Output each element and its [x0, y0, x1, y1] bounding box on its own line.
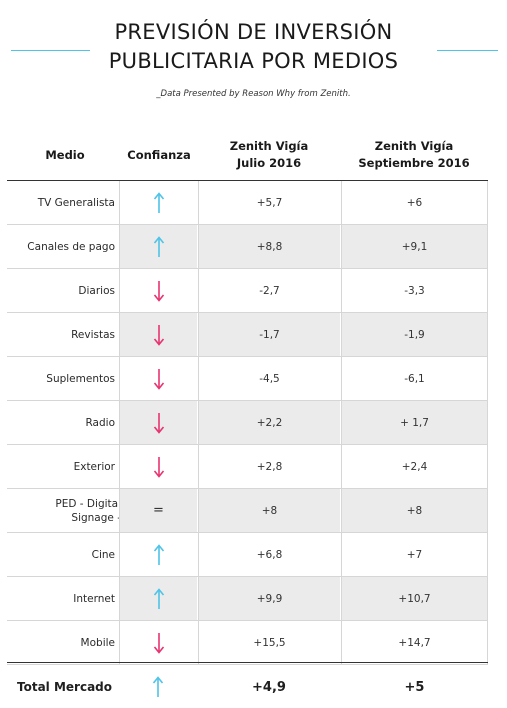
row-septiembre-value: +14,7 [341, 621, 488, 664]
row-trend-cell [119, 621, 197, 664]
page-title-line2: PUBLICITARIA POR MEDIOS [108, 49, 399, 73]
row-trend-cell [119, 445, 197, 488]
header-julio-line1: Zenith Vigía [229, 139, 309, 153]
row-julio-value: -4,5 [198, 357, 340, 400]
row-septiembre-value: -6,1 [341, 357, 488, 400]
row-medio: Exterior [73, 460, 115, 473]
row-trend-cell: = [119, 489, 197, 532]
header-medio: Medio [45, 148, 85, 162]
header-septiembre: Zenith Vigía Septiembre 2016 [342, 138, 486, 172]
arrow-up-icon [153, 543, 164, 565]
row-septiembre-value: +10,7 [341, 577, 488, 620]
row-septiembre-value: +9,1 [341, 225, 488, 268]
row-julio-value: +9,9 [198, 577, 340, 620]
row-medio: Mobile [80, 636, 115, 649]
row-septiembre-value: -1,9 [341, 313, 488, 356]
table-row: Exterior +2,8 +2,4 [7, 445, 488, 489]
header-confianza: Confianza [127, 148, 191, 162]
row-trend-cell [119, 225, 197, 268]
row-trend-cell [119, 533, 197, 576]
row-medio: Radio [85, 416, 115, 429]
row-trend-cell [119, 313, 197, 356]
row-julio-value: +8 [198, 489, 340, 532]
table-row: Internet +9,9 +10,7 [7, 577, 488, 621]
row-trend-cell [119, 181, 197, 224]
title-rule-right [437, 50, 498, 51]
arrow-up-icon [152, 676, 164, 697]
arrow-down-icon [153, 412, 164, 434]
table-row: Diarios -2,7 -3,3 [7, 269, 488, 313]
row-medio: Diarios [78, 284, 115, 297]
table-row: PED - Digital Signage - = +8 +8 [7, 489, 488, 533]
table-row: Suplementos -4,5 -6,1 [7, 357, 488, 401]
arrow-down-icon [153, 632, 164, 654]
total-trend-cell [119, 668, 197, 706]
table-row: Cine +6,8 +7 [7, 533, 488, 577]
row-septiembre-value: +6 [341, 181, 488, 224]
row-medio: Suplementos [46, 372, 115, 385]
row-septiembre-value: -3,3 [341, 269, 488, 312]
header-julio: Zenith Vigía Julio 2016 [198, 138, 340, 172]
table-row: Revistas -1,7 -1,9 [7, 313, 488, 357]
arrow-up-icon [153, 587, 164, 609]
row-septiembre-value: +2,4 [341, 445, 488, 488]
row-julio-value: +6,8 [198, 533, 340, 576]
title-block: PREVISIÓN DE INVERSIÓN PUBLICITARIA POR … [0, 18, 507, 76]
row-julio-value: +15,5 [198, 621, 340, 664]
arrow-up-icon [153, 191, 164, 213]
header-julio-line2: Julio 2016 [236, 156, 302, 170]
row-medio: PED - Digital Signage - [55, 497, 121, 524]
row-julio-value: -2,7 [198, 269, 340, 312]
header-sept-line1: Zenith Vigía [374, 139, 454, 153]
row-medio: Revistas [71, 328, 115, 341]
row-julio-value: +2,8 [198, 445, 340, 488]
title-rule-left [11, 50, 90, 51]
table-row: Canales de pago +8,8 +9,1 [7, 225, 488, 269]
source-subtitle: _Data Presented by Reason Why from Zenit… [156, 89, 351, 99]
arrow-up-icon [153, 235, 164, 257]
total-label: Total Mercado [17, 680, 113, 694]
total-julio: +4,9 [252, 679, 286, 695]
table-row: TV Generalista +5,7 +6 [7, 181, 488, 225]
row-septiembre-value: +7 [341, 533, 488, 576]
row-medio: Cine [91, 548, 115, 561]
arrow-down-icon [153, 280, 164, 302]
forecast-table: TV Generalista +5,7 +6 Canales de pago +8,8 +… [7, 181, 488, 665]
total-row: Total Mercado +4,9 +5 [7, 668, 488, 706]
page-title-line1: PREVISIÓN DE INVERSIÓN [114, 20, 393, 44]
row-julio-value: +2,2 [198, 401, 340, 444]
equal-icon: = [153, 503, 164, 518]
row-julio-value: -1,7 [198, 313, 340, 356]
row-trend-cell [119, 401, 197, 444]
row-septiembre-value: +8 [341, 489, 488, 532]
row-septiembre-value: + 1,7 [341, 401, 488, 444]
row-medio: Internet [73, 592, 115, 605]
header-divider [7, 180, 488, 181]
header-sept-line2: Septiembre 2016 [358, 156, 470, 170]
row-julio-value: +5,7 [198, 181, 340, 224]
row-trend-cell [119, 577, 197, 620]
row-medio: TV Generalista [37, 196, 115, 209]
row-trend-cell [119, 357, 197, 400]
total-septiembre: +5 [404, 679, 425, 695]
row-trend-cell [119, 269, 197, 312]
table-row: Mobile +15,5 +14,7 [7, 621, 488, 665]
arrow-down-icon [153, 324, 164, 346]
arrow-down-icon [153, 368, 164, 390]
row-julio-value: +8,8 [198, 225, 340, 268]
row-medio: Canales de pago [27, 240, 115, 253]
table-row: Radio +2,2 + 1,7 [7, 401, 488, 445]
arrow-down-icon [153, 456, 164, 478]
total-divider [7, 662, 488, 663]
